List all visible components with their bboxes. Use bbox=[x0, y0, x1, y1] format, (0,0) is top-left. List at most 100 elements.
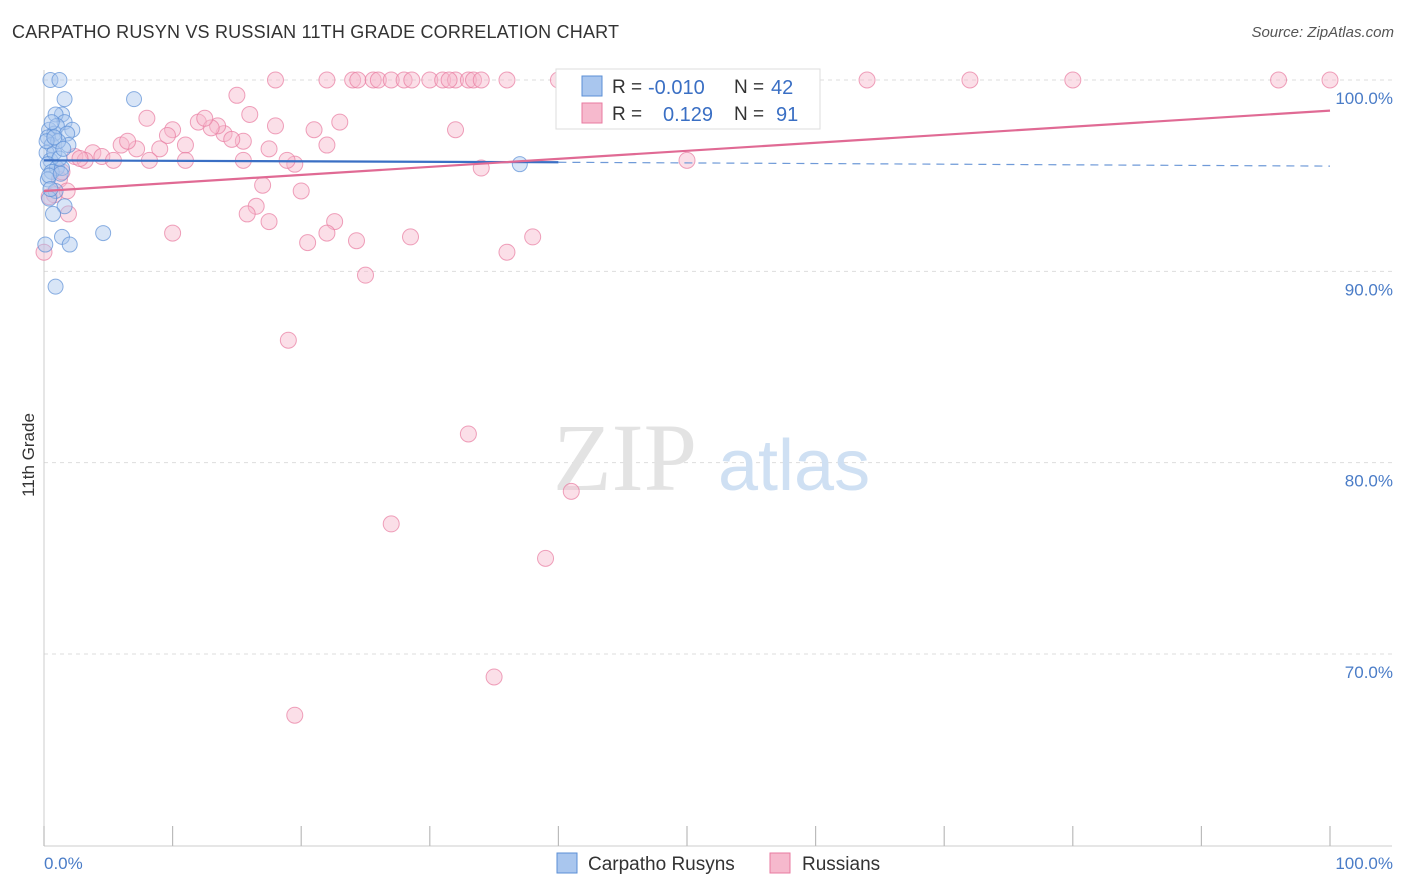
point-points-rusyns-24 bbox=[56, 198, 73, 215]
point-points-russians-87 bbox=[223, 130, 241, 148]
point-points-russians-22 bbox=[1270, 71, 1288, 89]
point-points-russians-69 bbox=[498, 243, 516, 261]
y-tick-label-3: 70.0% bbox=[1345, 663, 1393, 682]
point-points-russians-7 bbox=[421, 71, 439, 89]
point-points-russians-12 bbox=[472, 71, 490, 89]
bottom-legend-label-russians: Russians bbox=[802, 854, 880, 875]
point-points-russians-84 bbox=[71, 149, 89, 167]
series-carpatho-rusyns bbox=[37, 72, 528, 295]
point-points-russians-34 bbox=[331, 113, 349, 131]
point-points-russians-20 bbox=[961, 71, 979, 89]
point-points-russians-74 bbox=[562, 482, 580, 500]
watermark-atlas: atlas bbox=[718, 426, 870, 506]
point-points-russians-3 bbox=[364, 71, 382, 89]
point-points-rusyns-1 bbox=[51, 72, 68, 88]
point-points-rusyns-28 bbox=[37, 236, 54, 253]
trend-line-russians bbox=[43, 109, 1331, 193]
point-points-russians-30 bbox=[241, 105, 259, 123]
point-points-russians-26 bbox=[440, 71, 458, 89]
point-points-rusyns-41 bbox=[52, 165, 69, 182]
point-points-russians-1 bbox=[344, 71, 362, 89]
y-tick-labels: 100.0% 90.0% 80.0% 70.0% bbox=[1335, 89, 1393, 682]
point-points-rusyns-40 bbox=[42, 181, 59, 198]
point-points-russians-85 bbox=[158, 126, 176, 144]
legend-r-value-1: -0.010 bbox=[648, 77, 705, 99]
point-points-rusyns-0 bbox=[42, 72, 59, 88]
point-points-rusyns-30 bbox=[47, 278, 64, 295]
point-points-russians-33 bbox=[266, 117, 284, 135]
point-points-russians-86 bbox=[196, 109, 214, 127]
bottom-legend-swatch-pink bbox=[769, 852, 791, 874]
point-points-russians-0 bbox=[266, 71, 284, 89]
point-points-russians-44 bbox=[318, 136, 336, 154]
legend-r-label-2: R = bbox=[612, 104, 642, 125]
point-points-russians-23 bbox=[1321, 71, 1339, 89]
y-tick-label-0: 100.0% bbox=[1335, 89, 1393, 108]
point-points-russians-36 bbox=[447, 121, 465, 139]
point-points-russians-57 bbox=[254, 176, 272, 194]
point-points-russians-72 bbox=[279, 331, 297, 349]
point-points-rusyns-27 bbox=[61, 236, 78, 253]
legend-r-value-2: 0.129 bbox=[663, 104, 713, 126]
point-points-russians-39 bbox=[151, 140, 169, 158]
point-points-russians-21 bbox=[1064, 71, 1082, 89]
point-points-russians-65 bbox=[318, 224, 336, 242]
point-points-rusyns-3 bbox=[56, 91, 73, 108]
point-points-russians-10 bbox=[459, 71, 477, 89]
point-points-russians-75 bbox=[382, 515, 400, 533]
point-points-russians-76 bbox=[537, 549, 555, 567]
watermark: ZIP atlas bbox=[553, 404, 870, 511]
axes bbox=[43, 70, 1392, 847]
point-points-rusyns-35 bbox=[41, 167, 58, 184]
point-points-rusyns-2 bbox=[126, 91, 143, 108]
chart-title: CARPATHO RUSYN VS RUSSIAN 11TH GRADE COR… bbox=[12, 22, 620, 42]
point-points-russians-60 bbox=[238, 205, 256, 223]
y-axis-title: 11th Grade bbox=[19, 413, 38, 497]
point-points-russians-13 bbox=[498, 71, 516, 89]
trend-line-rusyns-extension bbox=[558, 161, 1331, 167]
point-points-russians-78 bbox=[286, 706, 304, 724]
point-points-russians-43 bbox=[260, 140, 278, 158]
point-points-russians-24 bbox=[318, 71, 336, 89]
point-points-russians-9 bbox=[447, 71, 465, 89]
legend-n-value-1: 42 bbox=[771, 77, 793, 99]
point-points-russians-28 bbox=[138, 109, 156, 127]
legend-swatch-pink bbox=[581, 102, 603, 124]
point-points-russians-19 bbox=[858, 71, 876, 89]
point-points-russians-66 bbox=[299, 234, 317, 252]
point-points-russians-53 bbox=[678, 151, 696, 169]
point-points-rusyns-33 bbox=[43, 114, 60, 131]
x-tick-label-1: 100.0% bbox=[1335, 854, 1393, 873]
series-legend: Carpatho Rusyns Russians bbox=[556, 852, 880, 875]
watermark-zip: ZIP bbox=[553, 404, 697, 511]
point-points-russians-5 bbox=[382, 71, 400, 89]
legend-r-label-1: R = bbox=[612, 77, 642, 98]
bottom-legend-swatch-blue bbox=[556, 852, 578, 874]
point-points-rusyns-37 bbox=[38, 133, 55, 150]
trend-line-rusyns bbox=[43, 159, 559, 164]
point-points-rusyns-39 bbox=[46, 129, 63, 146]
source-credit: Source: ZipAtlas.com bbox=[1251, 24, 1394, 41]
x-tick-labels: 0.0% 100.0% bbox=[44, 854, 1393, 873]
point-points-russians-25 bbox=[403, 71, 421, 89]
point-points-russians-68 bbox=[402, 228, 420, 246]
point-points-russians-35 bbox=[305, 121, 323, 139]
point-points-russians-70 bbox=[524, 228, 542, 246]
correlation-legend: R = -0.010 N = 42 R = 0.129 N = 91 bbox=[555, 68, 821, 130]
point-points-rusyns-31 bbox=[511, 156, 528, 173]
point-points-russians-8 bbox=[434, 71, 452, 89]
point-points-rusyns-25 bbox=[45, 205, 62, 222]
series-russians bbox=[35, 71, 1339, 724]
point-points-russians-73 bbox=[459, 425, 477, 443]
bottom-legend-label-rusyns: Carpatho Rusyns bbox=[588, 854, 735, 875]
y-tick-label-1: 90.0% bbox=[1345, 280, 1393, 299]
point-points-russians-41 bbox=[209, 117, 227, 135]
point-points-russians-82 bbox=[202, 119, 220, 137]
point-points-russians-83 bbox=[119, 132, 137, 150]
point-points-russians-2 bbox=[349, 71, 367, 89]
point-points-rusyns-38 bbox=[55, 140, 72, 157]
point-points-russians-27 bbox=[228, 86, 246, 104]
legend-n-value-2: 91 bbox=[776, 104, 798, 126]
x-tick-label-0: 0.0% bbox=[44, 854, 83, 873]
